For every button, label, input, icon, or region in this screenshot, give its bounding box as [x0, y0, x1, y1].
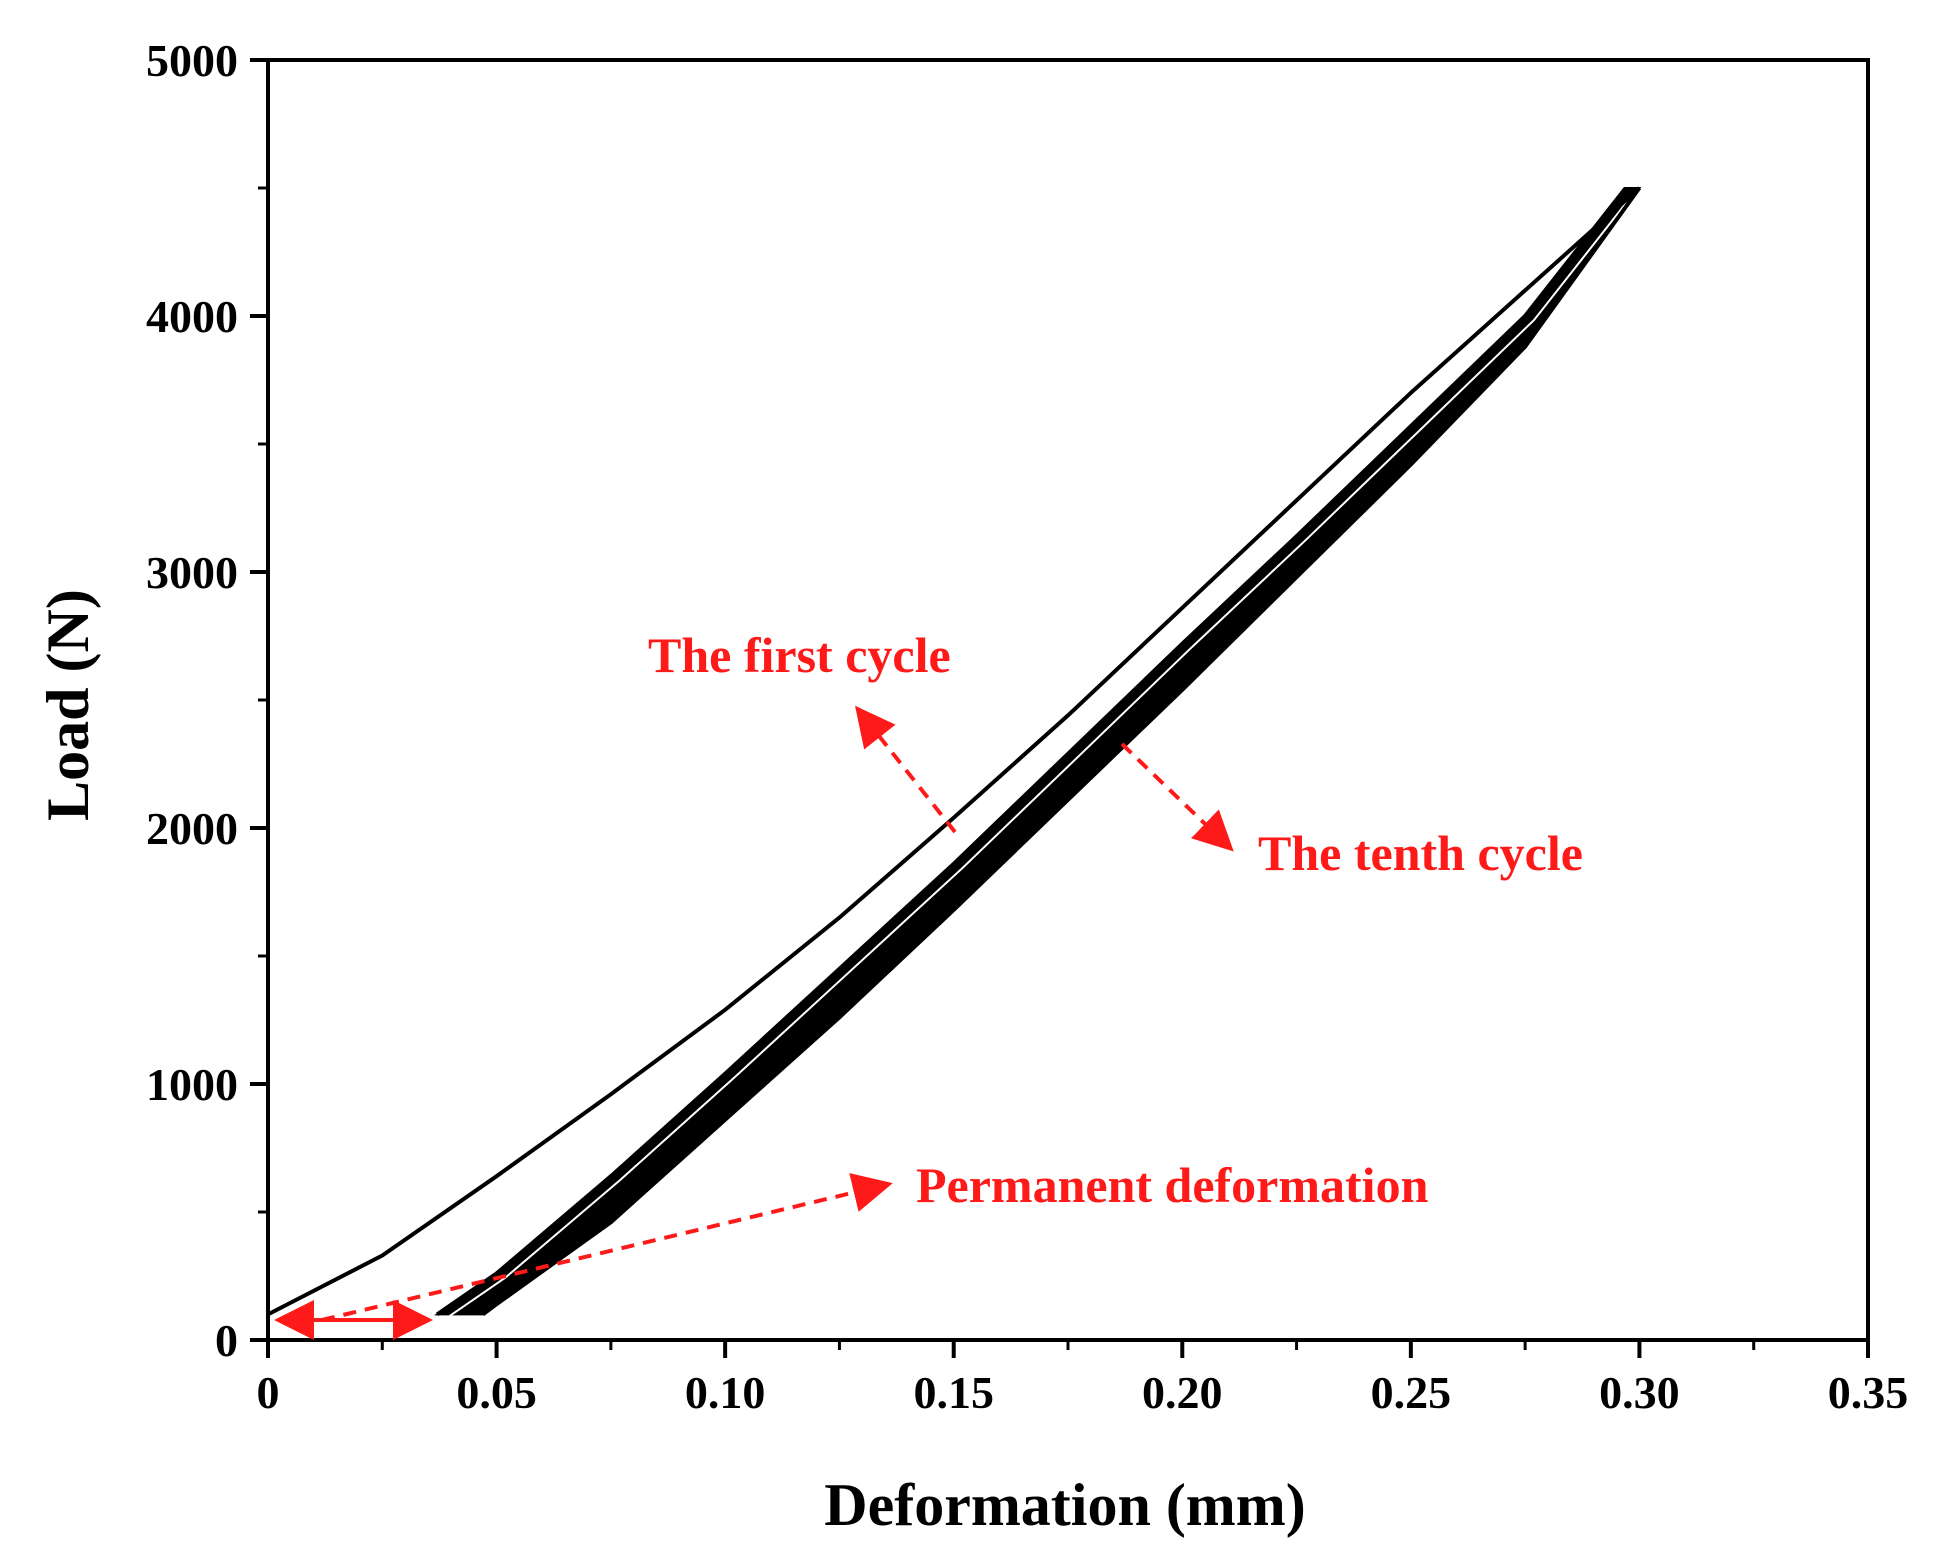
series-line-0 — [267, 186, 1641, 1317]
x-tick-label: 0.15 — [913, 1367, 994, 1418]
y-tick-label: 4000 — [146, 291, 238, 342]
x-tick-label: 0.30 — [1599, 1367, 1680, 1418]
data-layer — [267, 186, 1642, 1320]
cycles-band — [433, 187, 1642, 1316]
x-axis-title: Deformation (mm) — [824, 1472, 1306, 1538]
y-axis-title: Load (N) — [35, 589, 101, 821]
ticks-layer: 0 0.05 0.10 0.15 0.20 0.25 0.30 0.35 0 1000 2000 30… — [146, 35, 1908, 1418]
first-cycle-label: The first cycle — [648, 627, 951, 683]
permanent-deformation-arrow — [321, 1173, 893, 1322]
y-tick-label: 5000 — [146, 35, 238, 86]
y-tick-label: 3000 — [146, 547, 238, 598]
y-tick-label: 0 — [215, 1315, 238, 1366]
x-tick-label: 0.20 — [1142, 1367, 1223, 1418]
y-tick-label: 1000 — [146, 1059, 238, 1110]
first-cycle-arrow — [855, 705, 957, 834]
x-tick-label: 0 — [257, 1367, 280, 1418]
tenth-cycle-arrow — [1120, 742, 1234, 852]
permanent-deformation-label: Permanent deformation — [916, 1157, 1429, 1213]
x-tick-label: 0.25 — [1371, 1367, 1452, 1418]
plot-border — [266, 58, 1870, 1342]
plot-frame — [266, 58, 1870, 1342]
series-line-2 — [481, 186, 1642, 1317]
x-tick-label: 0.35 — [1828, 1367, 1909, 1418]
annotation-tenth-cycle: The tenth cycle — [1120, 742, 1583, 881]
annotation-permanent-deformation: Permanent deformation — [274, 1157, 1429, 1340]
y-tick-label: 2000 — [146, 803, 238, 854]
band-highlight — [445, 191, 1636, 1320]
tenth-cycle-label: The tenth cycle — [1258, 825, 1583, 881]
x-tick-label: 0.05 — [456, 1367, 537, 1418]
annotation-first-cycle: The first cycle — [648, 627, 957, 834]
x-tick-label: 0.10 — [685, 1367, 766, 1418]
series-line-1 — [435, 186, 1628, 1317]
